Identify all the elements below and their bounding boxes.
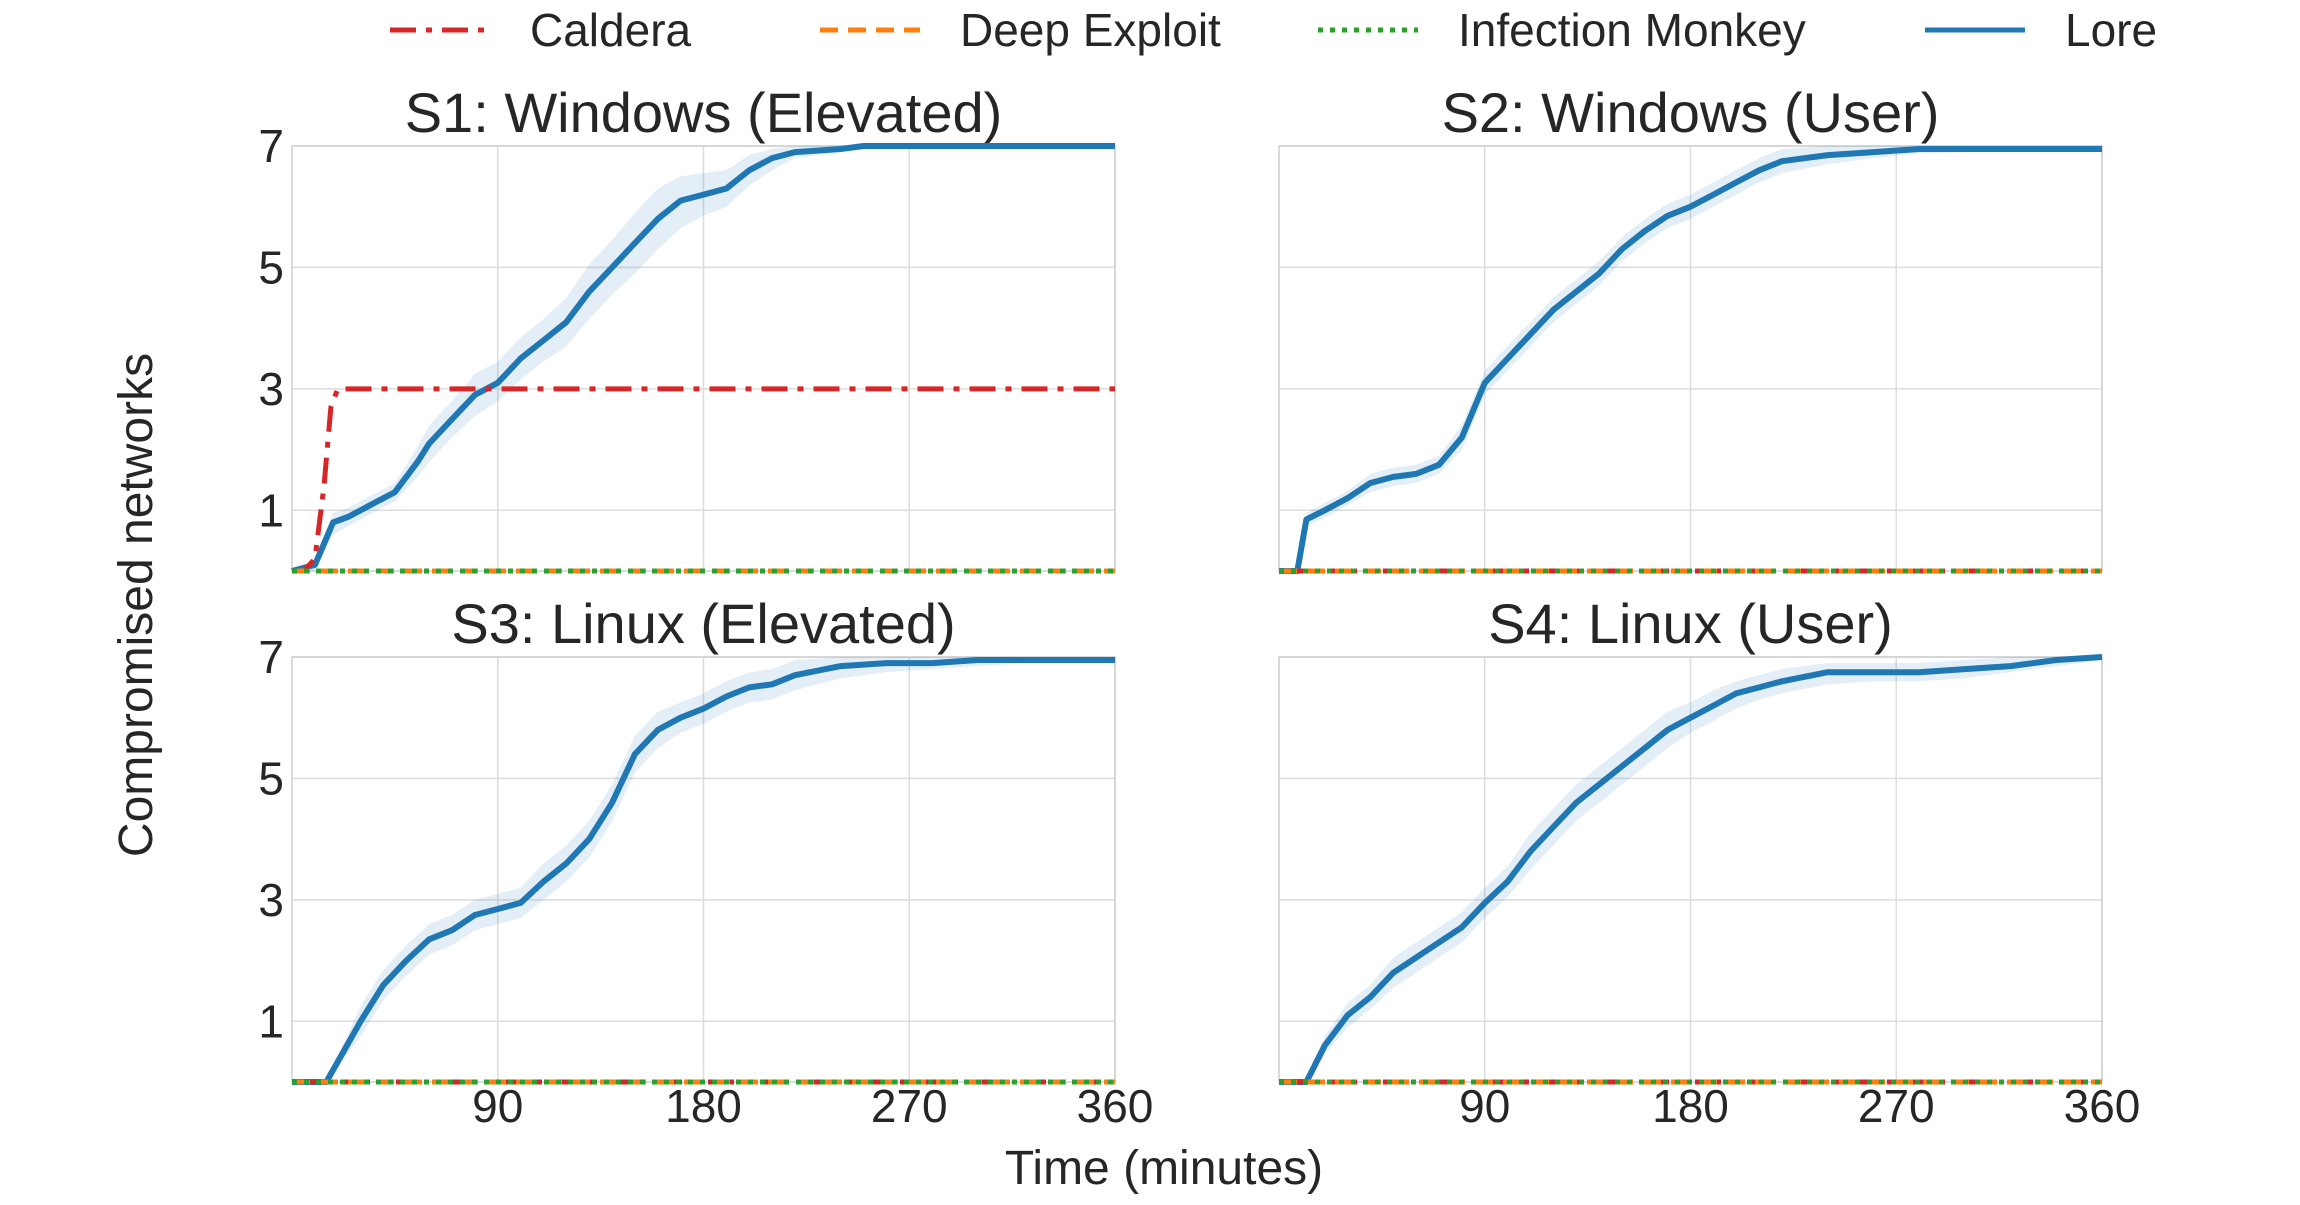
series-line-lore xyxy=(292,657,1115,1085)
panel-1: S1: Windows (Elevated) 1 3 5 7 xyxy=(258,81,1116,574)
series-group xyxy=(292,657,1115,1085)
y-tick-label: 7 xyxy=(258,631,284,683)
legend-label: Infection Monkey xyxy=(1458,4,1806,56)
panel-3: S3: Linux (Elevated) 1 3 5 7 90 180 270 360 xyxy=(258,592,1153,1132)
y-tick-label: 3 xyxy=(258,874,284,926)
series-line-lore xyxy=(291,143,1115,574)
x-tick-label: 180 xyxy=(1652,1080,1729,1132)
series-group xyxy=(1279,654,2103,1085)
panel-title: S1: Windows (Elevated) xyxy=(405,81,1003,144)
y-tick-label: 5 xyxy=(258,752,284,804)
legend-label: Caldera xyxy=(530,4,692,56)
x-tick-label: 90 xyxy=(472,1080,523,1132)
y-axis-label: Compromised networks xyxy=(110,353,163,857)
x-tick-label: 180 xyxy=(665,1080,742,1132)
panel-title: S2: Windows (User) xyxy=(1442,81,1940,144)
panel-title: S3: Linux (Elevated) xyxy=(451,592,955,655)
panel-title: S4: Linux (User) xyxy=(1488,592,1893,655)
x-tick-label: 360 xyxy=(1077,1080,1154,1132)
panel-2: S2: Windows (User) xyxy=(1278,81,2103,574)
y-tick-label: 5 xyxy=(258,241,284,293)
y-tick-label: 1 xyxy=(258,995,284,1047)
panels: S1: Windows (Elevated) 1 3 5 7 S2: Windows (U… xyxy=(258,81,2140,1132)
y-tick-label: 1 xyxy=(258,484,284,536)
x-tick-label: 360 xyxy=(2064,1080,2141,1132)
series-line-lore xyxy=(1279,654,2103,1085)
series-group xyxy=(291,143,1115,574)
series-line-lore xyxy=(1279,146,2102,574)
legend-label: Deep Exploit xyxy=(960,4,1221,56)
x-tick-label: 270 xyxy=(1858,1080,1935,1132)
y-tick-label: 7 xyxy=(258,120,284,172)
x-tick-label: 270 xyxy=(871,1080,948,1132)
x-tick-label: 90 xyxy=(1459,1080,1510,1132)
series-group xyxy=(1279,146,2102,574)
x-axis-label: Time (minutes) xyxy=(1005,1142,1323,1195)
legend: Caldera Deep Exploit Infection Monkey Lore xyxy=(390,4,2157,56)
legend-label: Lore xyxy=(2065,4,2157,56)
y-tick-label: 3 xyxy=(258,363,284,415)
panel-4: S4: Linux (User) 90 180 270 360 xyxy=(1278,592,2141,1132)
